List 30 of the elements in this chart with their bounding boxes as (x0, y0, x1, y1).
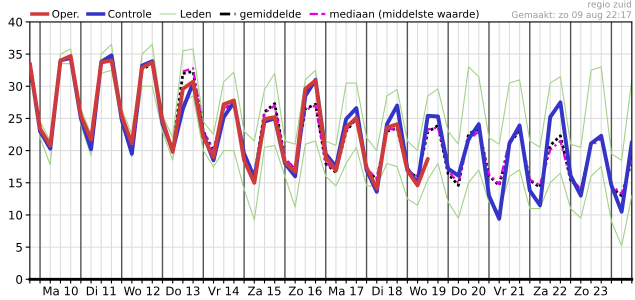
y-tick-label: 10 (9, 210, 22, 220)
x-tick-label: Di 18 (372, 286, 402, 296)
x-tick-label: Do 13 (166, 286, 200, 296)
y-tick-label: 25 (8, 114, 22, 124)
y-tick-label: 15 (9, 178, 22, 188)
x-tick-label: Za 22 (534, 286, 566, 296)
x-tick-label: Ma 17 (329, 286, 364, 296)
legend-label: Leden (180, 10, 211, 18)
text: regio zuid (588, 0, 632, 10)
y-tick-label: 35 (8, 50, 22, 59)
text: Gemaakt: zo 09 aug 22:17 (512, 11, 632, 20)
y-tick-label: 0 (16, 275, 22, 284)
y-tick-label: 40 (8, 18, 22, 27)
x-tick-label: Zo 23 (574, 286, 608, 296)
x-tick-label: Wo 12 (124, 286, 160, 296)
x-tick-label: Za 15 (248, 286, 281, 296)
y-tick-label: 30 (8, 82, 22, 91)
legend-label: mediaan (middelste waarde) (330, 10, 479, 20)
legend-label: Controle (108, 10, 152, 18)
x-tick-label: Wo 19 (410, 286, 446, 296)
y-tick-label: 20 (8, 146, 22, 156)
x-tick-label: Zo 16 (288, 286, 322, 296)
x-tick-label: Vr 14 (208, 286, 239, 296)
legend-label: gemiddelde (240, 10, 301, 20)
x-tick-label: Vr 21 (494, 286, 524, 296)
y-tick-label: 5 (16, 243, 22, 252)
x-tick-label: Di 11 (86, 286, 116, 296)
x-tick-label: Do 20 (452, 286, 486, 296)
legend-label: Oper. (52, 10, 78, 20)
x-tick-label: Ma 10 (44, 286, 78, 296)
